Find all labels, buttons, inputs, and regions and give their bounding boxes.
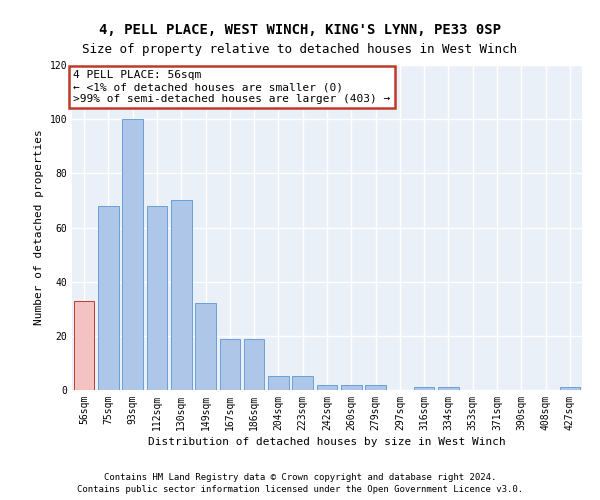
Bar (292, 376, 313, 390)
Bar (317, 384, 337, 390)
Bar (98, 206, 119, 390)
Text: Size of property relative to detached houses in West Winch: Size of property relative to detached ho… (83, 42, 517, 56)
Bar (171, 200, 191, 390)
Bar (74, 300, 94, 390)
Bar (268, 376, 289, 390)
X-axis label: Distribution of detached houses by size in West Winch: Distribution of detached houses by size … (148, 437, 506, 447)
Bar (220, 338, 240, 390)
Bar (414, 388, 434, 390)
Text: Contains public sector information licensed under the Open Government Licence v3: Contains public sector information licen… (77, 486, 523, 494)
Bar (560, 388, 580, 390)
Text: 4, PELL PLACE, WEST WINCH, KING'S LYNN, PE33 0SP: 4, PELL PLACE, WEST WINCH, KING'S LYNN, … (99, 22, 501, 36)
Bar (195, 304, 216, 390)
Bar (438, 388, 459, 390)
Bar (365, 384, 386, 390)
Bar (146, 206, 167, 390)
Bar (341, 384, 362, 390)
Bar (244, 338, 265, 390)
Text: Contains HM Land Registry data © Crown copyright and database right 2024.: Contains HM Land Registry data © Crown c… (104, 473, 496, 482)
Text: 4 PELL PLACE: 56sqm
← <1% of detached houses are smaller (0)
>99% of semi-detach: 4 PELL PLACE: 56sqm ← <1% of detached ho… (73, 70, 391, 104)
Y-axis label: Number of detached properties: Number of detached properties (34, 130, 44, 326)
Bar (122, 119, 143, 390)
